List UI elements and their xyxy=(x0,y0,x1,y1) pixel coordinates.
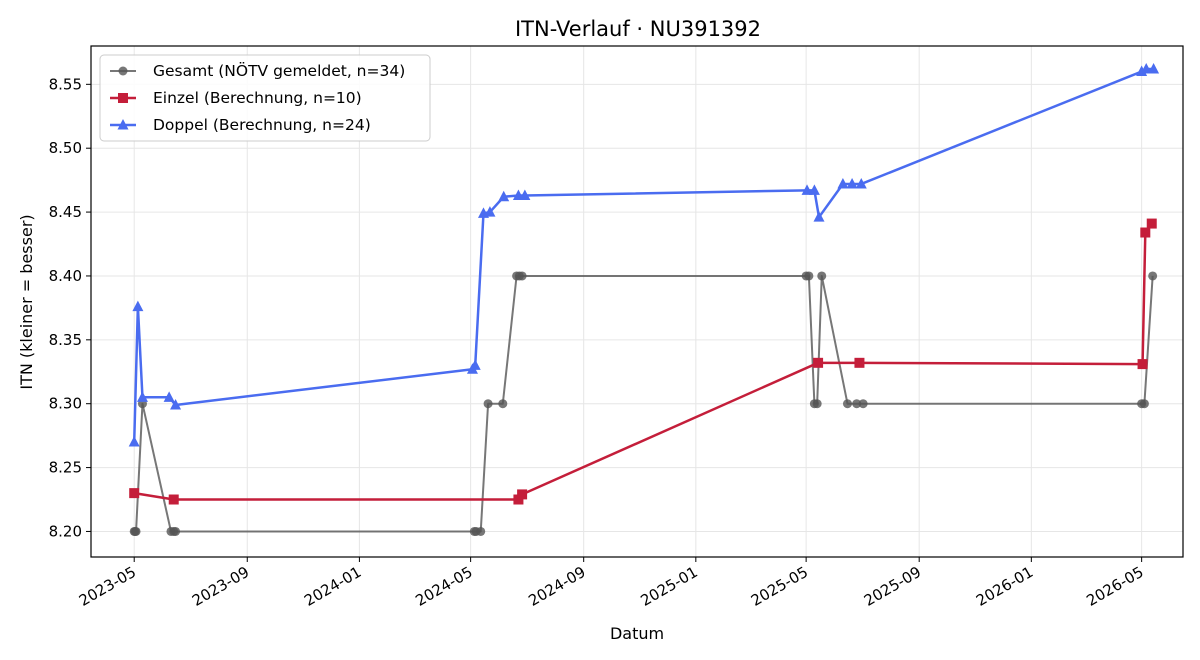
data-point xyxy=(842,399,852,409)
legend-marker xyxy=(117,119,129,130)
data-point xyxy=(813,211,825,222)
data-point xyxy=(804,271,814,281)
data-point xyxy=(817,271,827,281)
data-point xyxy=(170,398,182,410)
data-point xyxy=(1148,271,1158,281)
data-point xyxy=(476,526,486,536)
legend-marker xyxy=(118,66,128,76)
legend-label: Doppel (Berechnung, n=24) xyxy=(153,116,371,134)
x-tick-label: 2025-05 xyxy=(748,563,811,610)
x-tick-label: 2024-05 xyxy=(412,563,475,610)
data-point xyxy=(801,184,813,195)
x-tick-label: 2024-09 xyxy=(525,563,588,610)
data-point xyxy=(517,489,528,500)
y-tick-label: 8.35 xyxy=(49,331,82,349)
y-axis: 8.20 8.25 8.30 8.35 8.40 8.45 8.50 8.55 xyxy=(49,75,91,540)
data-point xyxy=(812,399,822,409)
data-point xyxy=(1139,399,1149,409)
data-point xyxy=(854,357,865,368)
data-point xyxy=(131,526,141,536)
data-point xyxy=(1148,62,1160,74)
series-line xyxy=(134,222,1153,501)
x-tick-label: 2023-09 xyxy=(189,563,252,610)
data-point xyxy=(1140,62,1152,74)
data-point xyxy=(163,391,175,402)
legend-marker xyxy=(118,93,128,103)
data-point xyxy=(837,177,849,189)
y-tick-label: 8.30 xyxy=(49,395,82,413)
data-point xyxy=(855,177,867,189)
y-axis-label: ITN (kleiner = besser) xyxy=(17,214,36,389)
y-tick-label: 8.20 xyxy=(49,522,82,540)
data-point xyxy=(484,206,496,217)
x-axis: 2023-05 2023-09 2024-01 2024-05 2024-09 2025-… xyxy=(76,557,1147,610)
x-tick-label: 2026-01 xyxy=(973,563,1036,610)
x-tick-label: 2025-01 xyxy=(638,563,701,610)
y-tick-label: 8.55 xyxy=(49,75,82,93)
legend-box xyxy=(99,54,431,142)
plot-frame xyxy=(90,45,1184,558)
data-point xyxy=(852,399,862,409)
x-tick-label: 2024-01 xyxy=(301,563,364,610)
legend-label: Einzel (Berechnung, n=10) xyxy=(153,89,362,107)
data-point xyxy=(846,177,858,189)
x-tick-label: 2023-05 xyxy=(76,563,139,610)
data-point xyxy=(136,391,148,402)
legend-label: Gesamt (NÖTV gemeldet, n=34) xyxy=(153,61,405,80)
x-tick-label: 2025-09 xyxy=(861,563,924,610)
data-point xyxy=(513,494,524,505)
data-point xyxy=(813,357,824,368)
data-point xyxy=(129,488,140,499)
series-layer xyxy=(128,62,1160,536)
data-point xyxy=(1146,218,1157,229)
data-point xyxy=(498,190,510,202)
data-point xyxy=(469,359,481,370)
data-point xyxy=(498,399,508,409)
x-tick-label: 2026-05 xyxy=(1083,563,1146,610)
series-einzel xyxy=(129,218,1157,505)
data-point xyxy=(1137,359,1148,370)
data-point xyxy=(128,436,140,447)
data-point xyxy=(808,184,820,195)
data-point xyxy=(1140,227,1151,238)
y-tick-label: 8.40 xyxy=(49,267,82,285)
data-point xyxy=(132,300,144,312)
data-point xyxy=(517,271,527,281)
series-doppel xyxy=(128,62,1160,447)
y-tick-label: 8.25 xyxy=(49,459,82,477)
data-point xyxy=(858,399,868,409)
x-axis-label: Datum xyxy=(610,624,664,643)
legend: Gesamt (NÖTV gemeldet, n=34) Einzel (Bere… xyxy=(99,54,431,142)
data-point xyxy=(483,399,493,409)
data-point xyxy=(171,526,181,536)
y-tick-label: 8.50 xyxy=(49,139,82,157)
y-tick-label: 8.45 xyxy=(49,203,82,221)
data-point xyxy=(519,189,531,200)
chart-title: ITN-Verlauf · NU391392 xyxy=(515,17,761,41)
data-point xyxy=(168,494,179,505)
